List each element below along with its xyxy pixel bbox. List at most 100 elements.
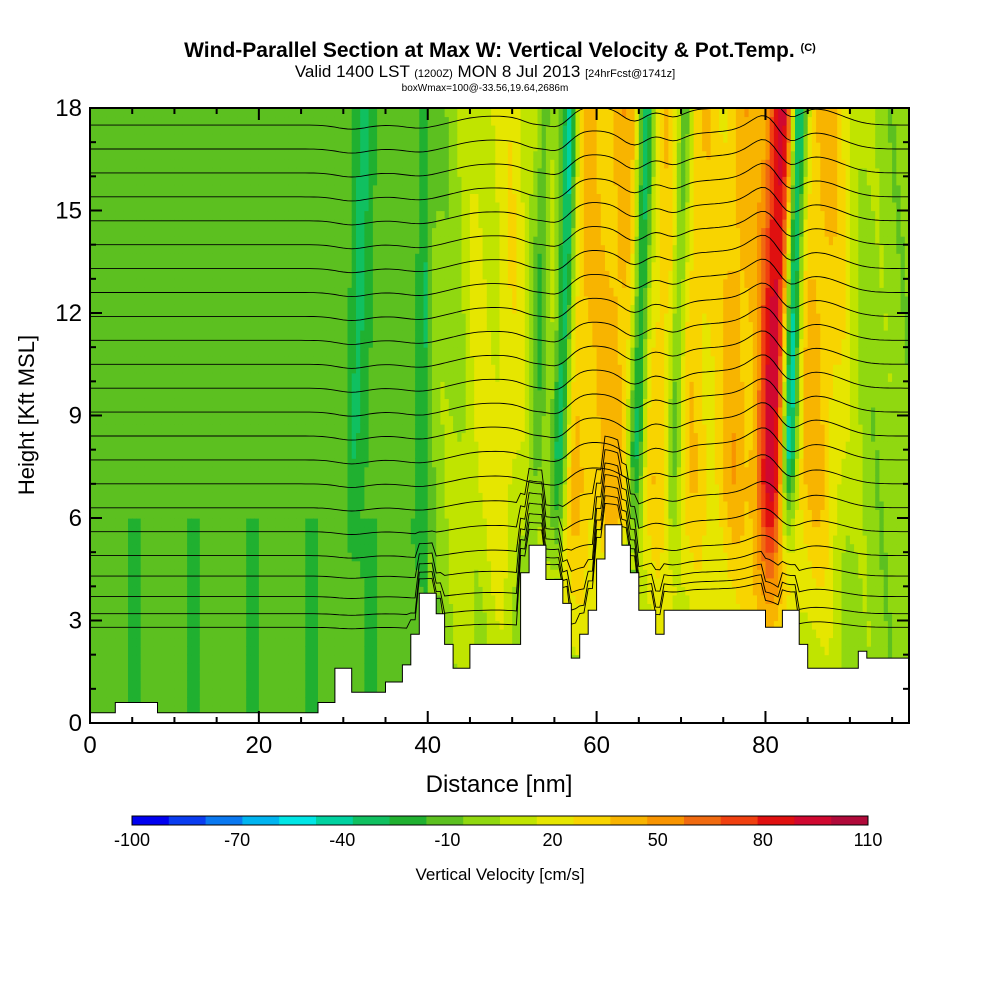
w-cell xyxy=(258,543,264,553)
w-cell xyxy=(90,654,95,664)
w-cell xyxy=(356,278,361,288)
w-cell xyxy=(174,347,180,357)
w-cell xyxy=(288,295,294,305)
w-cell xyxy=(182,441,188,451)
w-cell xyxy=(301,680,306,690)
w-cell xyxy=(368,449,374,459)
w-cell xyxy=(225,150,230,160)
w-cell xyxy=(343,612,349,622)
w-cell xyxy=(377,304,382,314)
w-cell xyxy=(309,449,315,459)
w-cell xyxy=(98,210,104,220)
w-cell xyxy=(111,654,116,664)
w-cell xyxy=(111,688,116,698)
w-cell xyxy=(288,483,294,493)
w-cell xyxy=(102,629,108,639)
w-cell xyxy=(123,594,129,604)
w-cell xyxy=(94,236,99,246)
w-cell xyxy=(166,424,171,434)
w-cell xyxy=(242,355,247,365)
w-cell xyxy=(334,620,340,630)
w-cell xyxy=(296,441,302,451)
w-cell xyxy=(271,526,277,536)
w-cell xyxy=(191,526,197,536)
w-cell xyxy=(123,509,129,519)
w-cell xyxy=(94,176,99,186)
w-cell xyxy=(356,210,361,220)
w-cell xyxy=(368,193,374,203)
w-cell xyxy=(343,347,349,357)
w-cell xyxy=(161,278,167,288)
w-cell xyxy=(347,560,353,570)
w-cell xyxy=(351,184,357,194)
w-cell xyxy=(322,236,327,246)
w-cell xyxy=(233,133,239,143)
w-cell xyxy=(330,560,336,570)
w-cell xyxy=(313,518,319,528)
w-cell xyxy=(250,193,256,203)
w-cell xyxy=(330,407,336,417)
w-cell xyxy=(356,620,361,630)
w-cell xyxy=(144,347,150,357)
w-cell xyxy=(377,372,382,382)
w-cell xyxy=(149,637,154,647)
w-cell xyxy=(326,116,332,126)
w-cell xyxy=(98,475,104,485)
w-cell xyxy=(161,244,167,254)
w-cell xyxy=(182,381,188,391)
w-cell xyxy=(296,167,302,177)
w-cell xyxy=(144,526,150,536)
w-cell xyxy=(220,142,226,152)
w-cell xyxy=(195,330,201,340)
w-cell xyxy=(364,466,370,476)
w-cell xyxy=(322,475,327,485)
w-cell xyxy=(140,680,146,690)
w-cell xyxy=(305,535,311,545)
w-cell xyxy=(254,500,260,510)
w-cell xyxy=(187,398,192,408)
w-cell xyxy=(246,671,251,681)
w-cell xyxy=(153,167,159,177)
w-cell xyxy=(149,364,154,374)
w-cell xyxy=(347,569,353,579)
w-cell xyxy=(360,150,365,160)
w-cell xyxy=(174,646,180,656)
w-cell xyxy=(178,287,184,297)
w-cell xyxy=(90,159,95,169)
w-cell xyxy=(334,261,340,271)
w-cell xyxy=(178,612,184,622)
w-cell xyxy=(106,150,112,160)
w-cell xyxy=(204,441,209,451)
w-cell xyxy=(263,577,268,587)
w-cell xyxy=(225,509,230,519)
w-cell xyxy=(157,500,163,510)
w-cell xyxy=(195,688,201,698)
w-cell xyxy=(123,697,129,707)
w-cell xyxy=(195,261,201,271)
w-cell xyxy=(174,620,180,630)
w-cell xyxy=(296,133,302,143)
w-cell xyxy=(305,287,311,297)
w-cell xyxy=(377,253,382,263)
w-cell xyxy=(246,577,251,587)
w-cell xyxy=(204,202,209,212)
w-cell xyxy=(284,441,289,451)
w-cell xyxy=(250,577,256,587)
w-cell xyxy=(229,184,235,194)
w-cell xyxy=(199,167,205,177)
w-cell xyxy=(271,167,277,177)
w-cell xyxy=(123,483,129,493)
w-cell xyxy=(296,449,302,459)
w-cell xyxy=(356,475,361,485)
w-cell xyxy=(275,381,281,391)
w-cell xyxy=(166,176,171,186)
w-cell xyxy=(204,125,209,135)
w-cell xyxy=(309,381,315,391)
w-cell xyxy=(98,142,104,152)
w-cell xyxy=(305,389,311,399)
w-cell xyxy=(204,321,209,331)
w-cell xyxy=(372,466,378,476)
w-cell xyxy=(153,261,159,271)
w-cell xyxy=(309,389,315,399)
w-cell xyxy=(149,210,154,220)
